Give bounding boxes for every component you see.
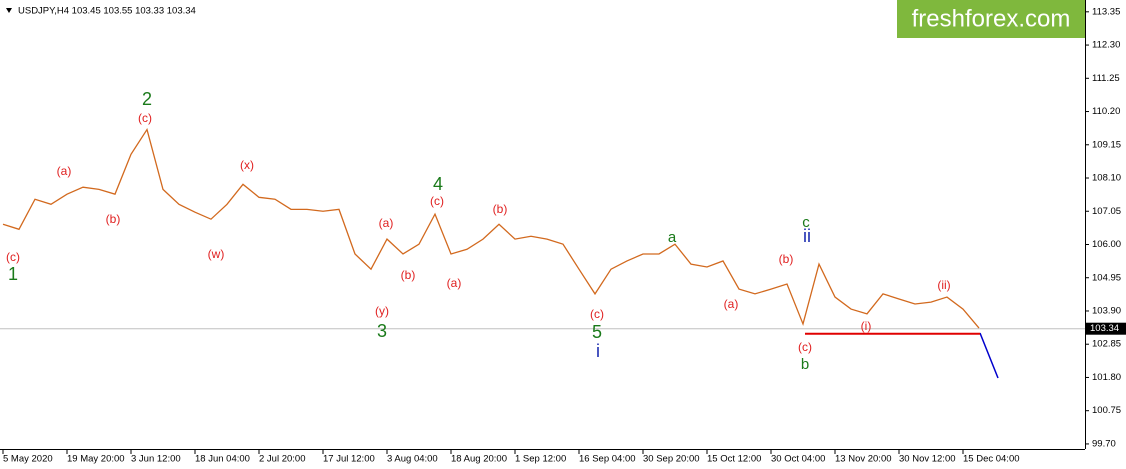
wave-label: (b) [493,202,508,216]
wave-label: (c) [798,340,812,354]
wave-label: (c) [590,307,604,321]
y-tick-label: 112.30 [1092,40,1120,51]
x-tick-label: 18 Jun 04:00 [195,454,250,465]
y-tick-label: 99.70 [1092,438,1116,449]
x-tick-label: 17 Jul 12:00 [323,454,375,465]
wave-label: 2 [142,89,152,109]
y-tick-label: 109.15 [1092,139,1121,150]
x-tick-label: 2 Jul 20:00 [259,454,305,465]
y-tick-label: 104.95 [1092,272,1121,283]
wave-label: (a) [447,276,462,290]
y-tick-label: 110.20 [1092,106,1120,117]
y-tick-label: 101.80 [1092,372,1121,383]
wave-label: i [596,341,600,361]
wave-label: (i) [861,319,872,333]
wave-label: b [801,356,809,373]
x-tick-label: 15 Oct 12:00 [707,454,761,465]
x-tick-label: 5 May 2020 [3,454,53,465]
wave-label: (b) [401,268,416,282]
wave-label: (b) [779,252,794,266]
wave-label: 5 [592,322,602,342]
y-tick-label: 103.90 [1092,305,1121,316]
wave-label: 1 [8,264,18,284]
forecast-arrow [979,332,999,379]
wave-label: (a) [379,216,394,230]
wave-label: (a) [57,164,72,178]
y-tick-label: 106.00 [1092,239,1121,250]
y-tick-label: 111.25 [1092,73,1120,84]
y-tick-label: 107.05 [1092,206,1121,217]
wave-label: (c) [138,111,152,125]
wave-label: (c) [6,250,20,264]
last-price-box [1086,322,1126,335]
chart-title: USDJPY,H4 103.45 103.55 103.33 103.34 [18,6,196,17]
wave-label: c [802,214,810,231]
x-tick-label: 30 Oct 04:00 [771,454,825,465]
x-tick-label: 3 Jun 12:00 [131,454,181,465]
wave-label: (w) [208,247,225,261]
wave-label: (ii) [937,278,950,292]
wave-label: 4 [433,174,443,194]
x-tick-label: 19 May 20:00 [67,454,125,465]
x-tick-label: 3 Aug 04:00 [387,454,438,465]
wave-label: ii [803,226,811,246]
wave-label: a [668,229,677,246]
wave-label: (c) [430,194,444,208]
y-tick-label: 100.75 [1092,405,1121,416]
y-tick-label: 113.35 [1092,6,1120,17]
x-tick-label: 16 Sep 04:00 [579,454,636,465]
y-tick-label: 102.85 [1092,339,1121,350]
wave-label: (x) [240,158,254,172]
wave-label: (b) [106,212,121,226]
y-tick-label: 108.10 [1092,173,1121,184]
wave-label: 3 [377,321,387,341]
wave-label: (a) [724,297,739,311]
x-tick-label: 15 Dec 04:00 [963,454,1020,465]
x-tick-label: 1 Sep 12:00 [515,454,566,465]
price-line [2,127,980,329]
x-tick-label: 30 Nov 12:00 [899,454,956,465]
menu-arrow [6,8,12,13]
x-tick-label: 18 Aug 20:00 [451,454,507,465]
wave-label: (y) [375,304,389,318]
logo-box [897,0,1085,38]
logo: freshforex.com [912,5,1071,32]
x-tick-label: 13 Nov 20:00 [835,454,892,465]
x-tick-label: 30 Sep 20:00 [643,454,700,465]
last-price-label: 103.34 [1090,323,1119,334]
